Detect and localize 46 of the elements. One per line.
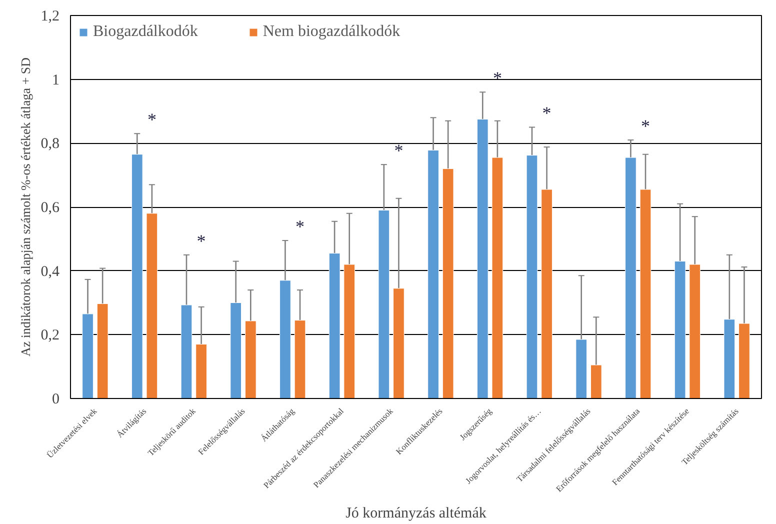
- bar: [689, 264, 701, 398]
- y-tick-label: 0,4: [40, 264, 60, 280]
- bar: [576, 339, 588, 398]
- y-axis-title: Az indikátorok alapján számolt %-os értékek átlaga + SD: [18, 57, 33, 357]
- bar: [625, 157, 636, 398]
- bar: [196, 344, 207, 398]
- annotation: *: [196, 230, 206, 251]
- bar: [180, 304, 192, 398]
- bar: [442, 168, 454, 398]
- bar: [131, 154, 143, 398]
- annotation: *: [542, 103, 552, 124]
- bar: [541, 189, 552, 398]
- bar: [590, 364, 602, 398]
- bar: [96, 303, 108, 398]
- bar: [82, 314, 94, 398]
- legend-label: Nem biogazdálkodók: [262, 23, 400, 41]
- bar: [492, 157, 504, 398]
- annotation: *: [394, 140, 404, 161]
- bar: [674, 261, 686, 398]
- y-tick-label: 0: [52, 392, 60, 408]
- bar: [526, 155, 538, 398]
- bar: [428, 150, 439, 398]
- y-tick-label: 0,8: [40, 136, 60, 152]
- y-tick-label: 0,6: [40, 200, 60, 216]
- bar: [393, 288, 404, 398]
- bar: [476, 118, 488, 398]
- annotation: *: [492, 68, 502, 88]
- annotation: *: [641, 116, 650, 136]
- bar: [640, 189, 652, 398]
- bar: [328, 253, 340, 398]
- x-axis-title: Jó kormányzás altémák: [346, 505, 487, 522]
- bar: [244, 320, 256, 398]
- bar: [738, 323, 750, 398]
- y-tick-label: 1: [52, 72, 60, 88]
- legend-label: Biogazdálkodók: [93, 23, 198, 41]
- bar: [724, 319, 736, 398]
- bar: [280, 280, 291, 398]
- bar: [294, 320, 306, 398]
- bar: [230, 302, 242, 398]
- annotation: *: [147, 110, 156, 130]
- annotation: *: [296, 216, 305, 237]
- bar: [146, 213, 158, 398]
- bar: [344, 264, 356, 398]
- y-tick-label: 0,2: [40, 328, 60, 344]
- bar: [378, 210, 390, 398]
- y-tick-label: 1,2: [40, 8, 60, 24]
